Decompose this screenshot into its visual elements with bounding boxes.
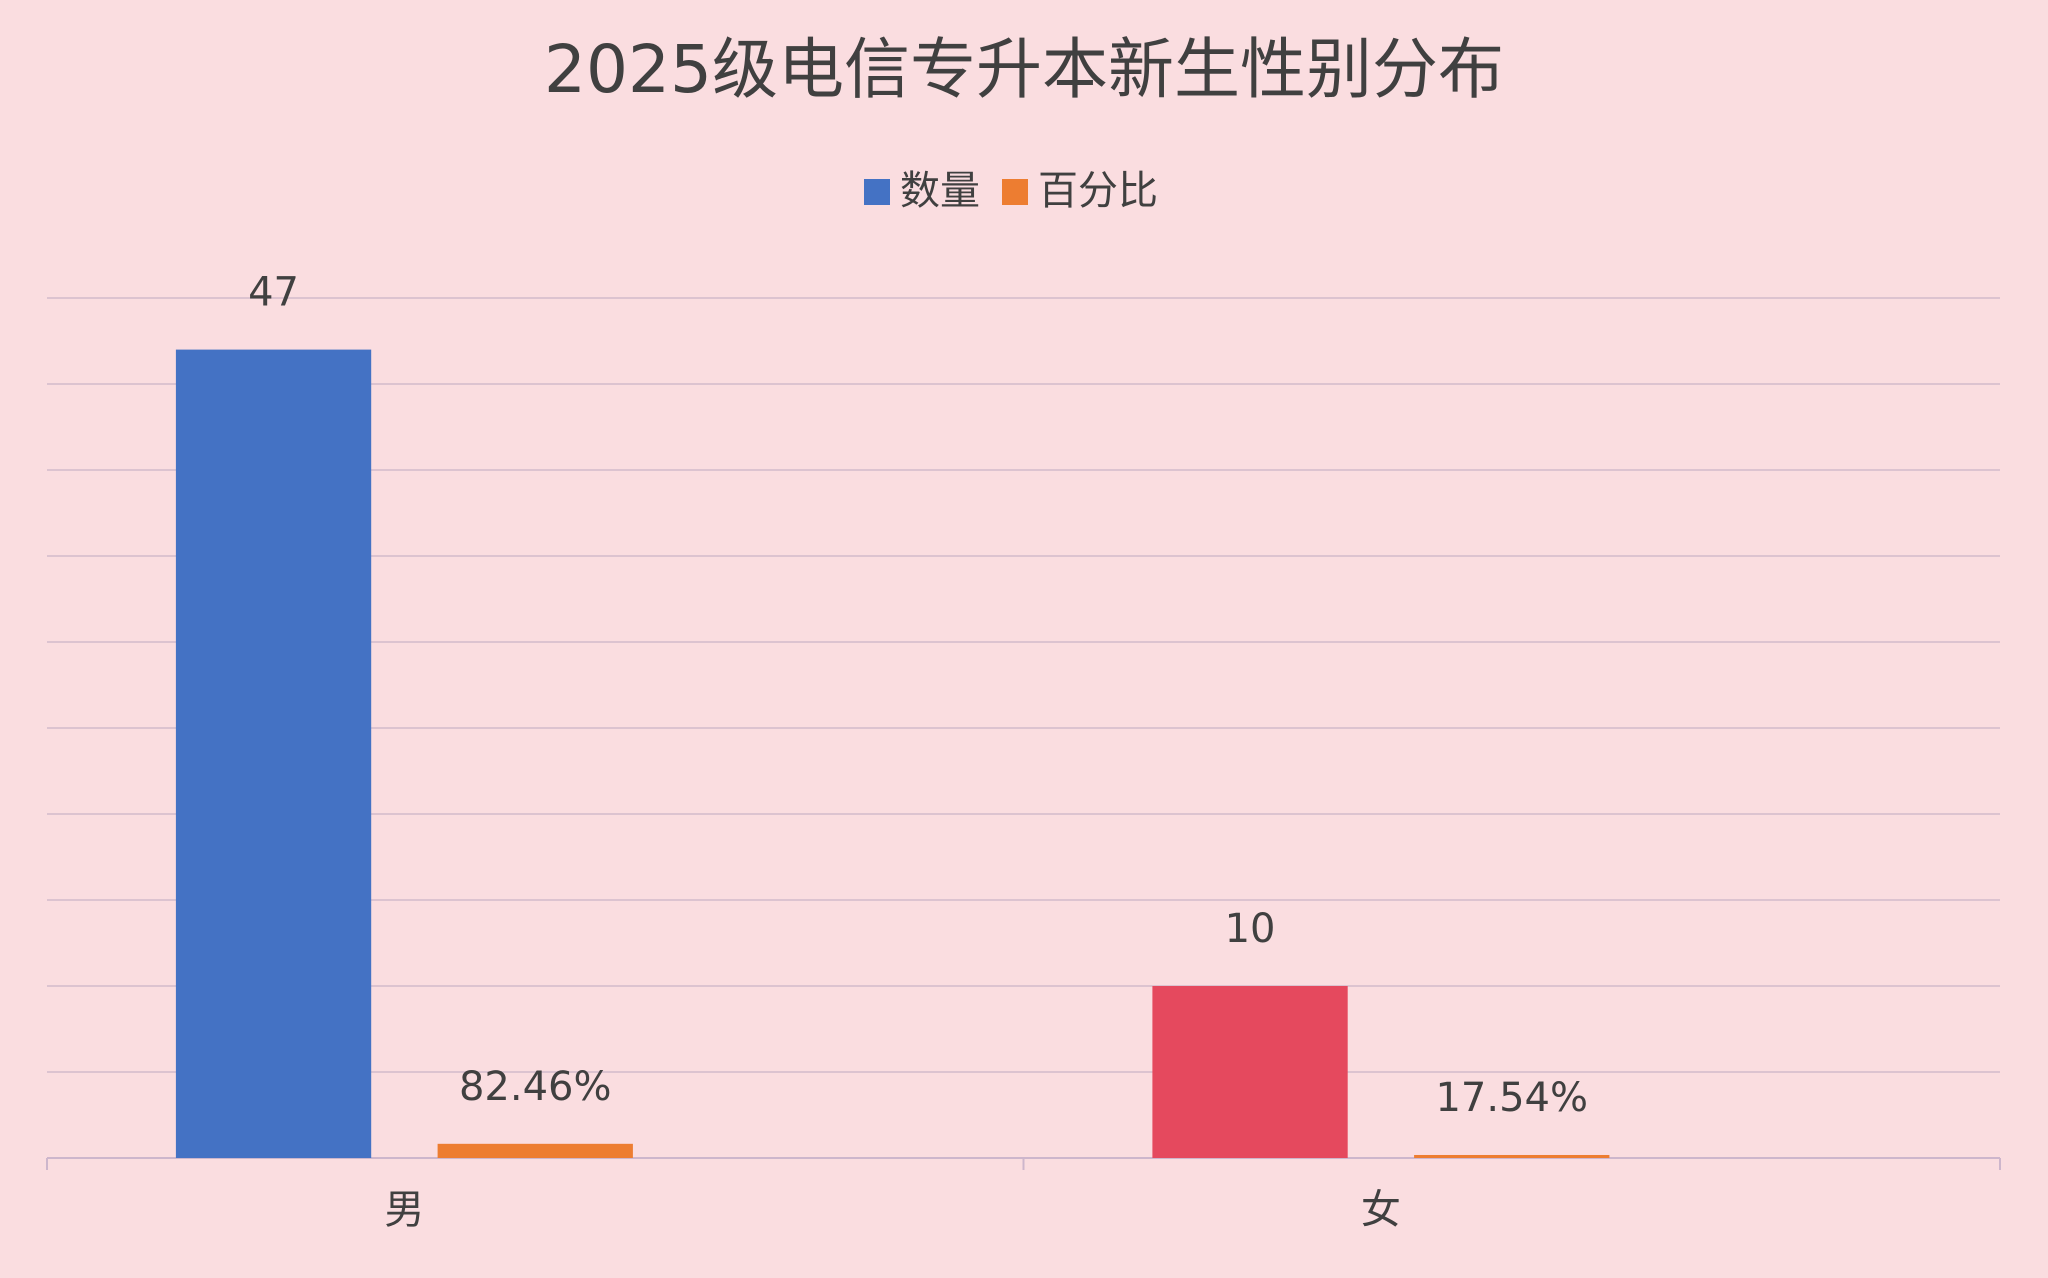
data-label: 10 bbox=[1225, 906, 1276, 952]
bar bbox=[437, 1143, 633, 1158]
legend-label: 数量 bbox=[900, 168, 980, 214]
bar bbox=[1152, 986, 1348, 1158]
bar bbox=[1414, 1154, 1610, 1158]
legend-swatch bbox=[1002, 179, 1028, 205]
data-label: 17.54% bbox=[1435, 1075, 1588, 1121]
legend-swatch bbox=[864, 179, 890, 205]
bar bbox=[175, 349, 372, 1159]
legend-label: 百分比 bbox=[1038, 168, 1158, 214]
data-label: 82.46% bbox=[459, 1064, 612, 1110]
chart-title: 2025级电信专升本新生性别分布 bbox=[544, 31, 1504, 108]
data-label: 47 bbox=[248, 270, 299, 316]
x-tick-label: 男 bbox=[384, 1187, 424, 1233]
x-tick-label: 女 bbox=[1361, 1187, 1401, 1233]
